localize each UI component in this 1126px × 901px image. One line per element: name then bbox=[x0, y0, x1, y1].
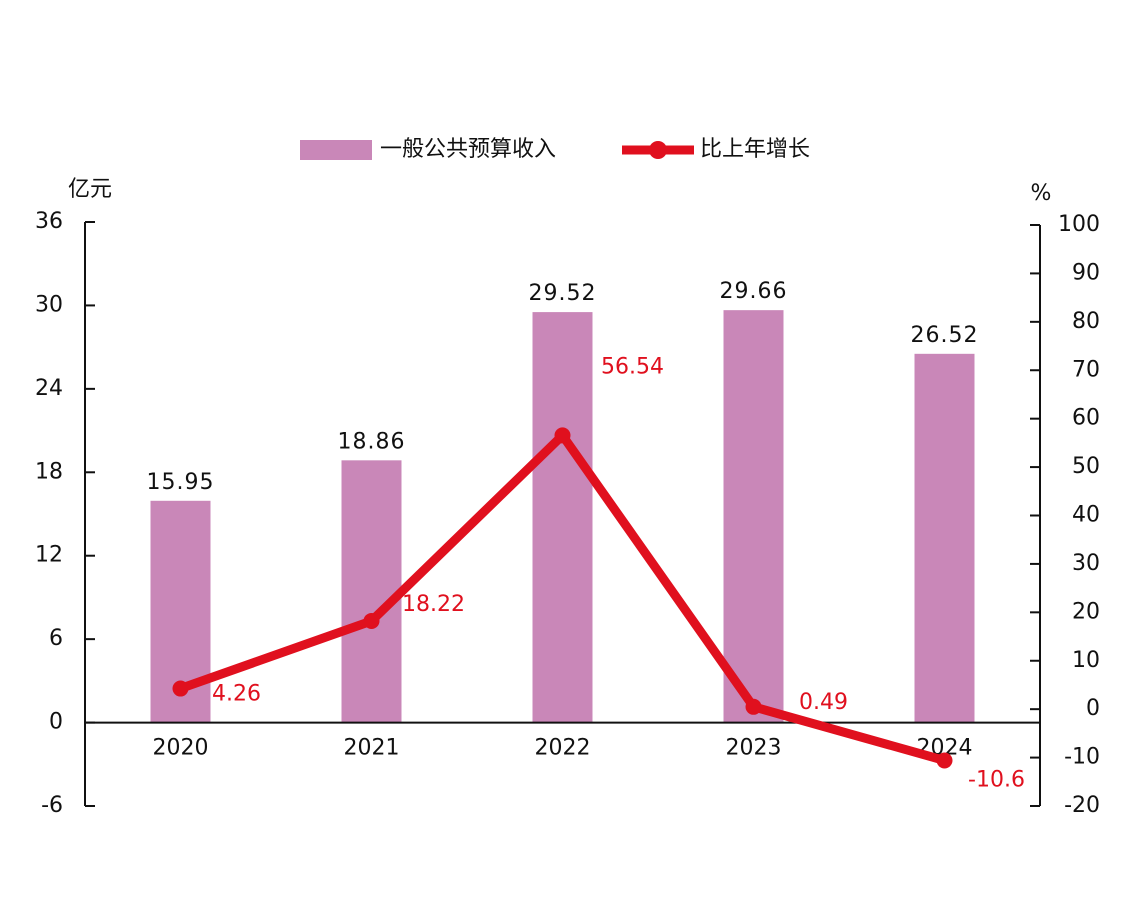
line-point bbox=[172, 680, 189, 697]
y2-tick-label: 60 bbox=[1072, 406, 1100, 431]
y-tick-label: 12 bbox=[35, 543, 63, 568]
line-value-label: 4.26 bbox=[212, 682, 261, 707]
line-point bbox=[363, 612, 380, 629]
y2-axis-label: % bbox=[1031, 181, 1052, 206]
y2-tick-label: 10 bbox=[1072, 648, 1100, 673]
y-tick-label: 24 bbox=[35, 376, 63, 401]
bar bbox=[914, 353, 975, 723]
y-tick-label: 6 bbox=[49, 626, 63, 651]
y2-tick-label: 30 bbox=[1072, 551, 1100, 576]
y-tick-label: -6 bbox=[41, 793, 63, 818]
bar bbox=[341, 460, 402, 723]
y-tick-label: 0 bbox=[49, 710, 63, 735]
bar-value-label: 18.86 bbox=[338, 429, 406, 454]
bar-value-label: 29.52 bbox=[529, 281, 597, 306]
y2-tick-label: 100 bbox=[1058, 212, 1100, 237]
line-point bbox=[936, 752, 953, 769]
y2-tick-label: -20 bbox=[1064, 793, 1100, 818]
legend-label: 一般公共预算收入 bbox=[380, 137, 556, 162]
line-value-label: 18.22 bbox=[402, 592, 465, 617]
x-tick-label: 2021 bbox=[344, 736, 400, 761]
y-tick-label: 30 bbox=[35, 292, 63, 317]
legend-label: 比上年增长 bbox=[700, 137, 810, 162]
legend-swatch bbox=[300, 140, 372, 160]
y2-tick-label: 20 bbox=[1072, 599, 1100, 624]
y2-tick-label: 50 bbox=[1072, 454, 1100, 479]
bar-value-label: 29.66 bbox=[720, 279, 788, 304]
bar bbox=[532, 312, 593, 723]
y2-tick-label: 0 bbox=[1086, 696, 1100, 721]
x-tick-label: 2023 bbox=[726, 736, 782, 761]
y-tick-label: 36 bbox=[35, 209, 63, 234]
y-tick-label: 18 bbox=[35, 459, 63, 484]
line-point bbox=[745, 698, 762, 715]
x-tick-label: 2020 bbox=[153, 736, 209, 761]
line-value-label: -10.6 bbox=[968, 767, 1025, 792]
line-value-label: 0.49 bbox=[799, 690, 848, 715]
y2-tick-label: 70 bbox=[1072, 357, 1100, 382]
line-point bbox=[554, 427, 571, 444]
line-value-label: 56.54 bbox=[601, 354, 664, 379]
y2-tick-label: -10 bbox=[1064, 745, 1100, 770]
y-axis-label: 亿元 bbox=[68, 177, 112, 202]
y2-tick-label: 90 bbox=[1072, 260, 1100, 285]
bar-value-label: 26.52 bbox=[911, 323, 979, 348]
y2-tick-label: 40 bbox=[1072, 503, 1100, 528]
x-tick-label: 2022 bbox=[535, 736, 591, 761]
bar-value-label: 15.95 bbox=[147, 470, 215, 495]
bar bbox=[723, 310, 784, 723]
legend-marker bbox=[649, 141, 667, 159]
y2-tick-label: 80 bbox=[1072, 309, 1100, 334]
